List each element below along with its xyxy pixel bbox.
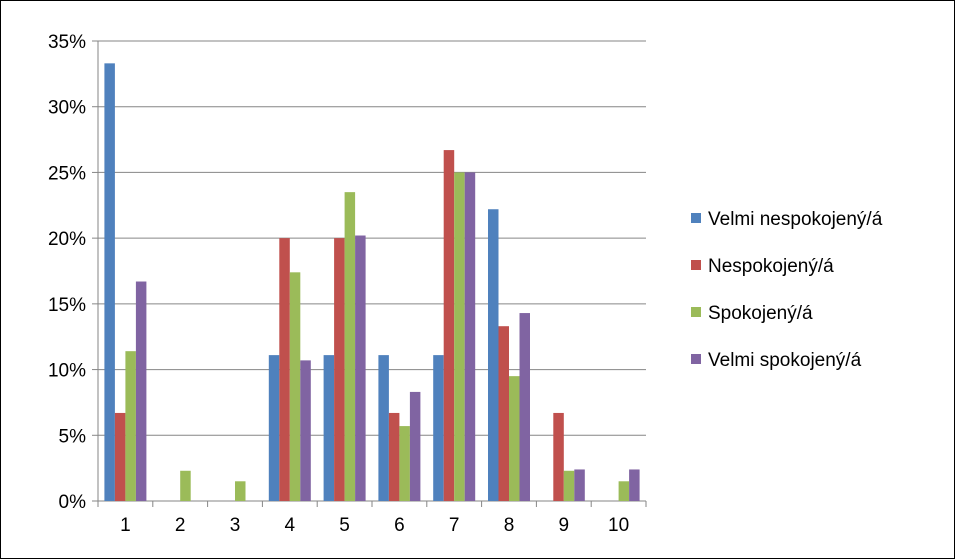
legend-swatch: [691, 213, 701, 223]
bar: [553, 412, 564, 501]
bar: [433, 355, 444, 501]
x-tick-label: 3: [230, 515, 241, 536]
bar: [388, 412, 400, 501]
bar: [399, 426, 410, 501]
bar: [498, 326, 509, 501]
y-tick-label: 20%: [48, 229, 86, 250]
bar: [300, 360, 311, 501]
x-tick-label: 6: [394, 515, 405, 536]
bar: [509, 376, 520, 501]
bar: [344, 192, 356, 501]
legend-swatch: [691, 260, 701, 270]
gridlines: [98, 40, 646, 436]
bar: [355, 235, 366, 501]
legend-label: Velmi spokojený/á: [708, 350, 862, 371]
bar: [125, 351, 136, 501]
bar: [135, 281, 147, 501]
bar: [114, 412, 126, 501]
x-tick-label: 2: [175, 515, 186, 536]
x-tick-label: 4: [285, 515, 296, 536]
bar: [104, 63, 115, 501]
y-tick-label: 0%: [59, 492, 87, 513]
bar: [488, 209, 499, 501]
bar: [289, 272, 301, 501]
y-tick-label: 5%: [59, 426, 87, 447]
x-axis-tick-labels: 1 2 3 4 5 6 7 8 9 10: [120, 515, 629, 536]
legend-label: Spokojený/á: [708, 303, 813, 324]
bar: [180, 470, 191, 501]
bar: [629, 469, 640, 501]
bar: [323, 355, 335, 501]
bar: [443, 150, 455, 502]
bar: [618, 481, 630, 501]
bar: [519, 313, 530, 501]
y-axis-tick-labels: 0% 5% 10% 15% 20% 25% 30% 35%: [48, 32, 86, 513]
bar: [235, 481, 246, 501]
bar: [464, 172, 476, 501]
x-tick-label: 10: [608, 515, 629, 536]
bars: [104, 63, 640, 502]
bar: [574, 469, 585, 501]
bar: [409, 391, 421, 501]
y-tick-label: 10%: [48, 361, 86, 382]
bar: [563, 470, 575, 501]
y-tick-label: 30%: [48, 98, 86, 119]
y-tick-label: 25%: [48, 163, 86, 184]
x-tick-label: 7: [449, 515, 460, 536]
x-tick-label: 1: [120, 515, 131, 536]
bar: [378, 355, 389, 501]
legend-swatch: [691, 354, 701, 364]
legend-swatch: [691, 307, 701, 317]
x-tick-label: 5: [339, 515, 350, 536]
x-tick-label: 8: [504, 515, 515, 536]
bar: [334, 238, 345, 501]
x-tick-label: 9: [559, 515, 570, 536]
y-tick-label: 35%: [48, 32, 86, 53]
legend-label: Nespokojený/á: [708, 256, 834, 277]
y-tick-label: 15%: [48, 295, 86, 316]
legend: Velmi nespokojený/á Nespokojený/á Spokojen…: [691, 209, 883, 371]
bar: [279, 238, 290, 501]
bar: [454, 172, 465, 501]
bar: [268, 355, 280, 501]
legend-label: Velmi nespokojený/á: [708, 209, 883, 230]
